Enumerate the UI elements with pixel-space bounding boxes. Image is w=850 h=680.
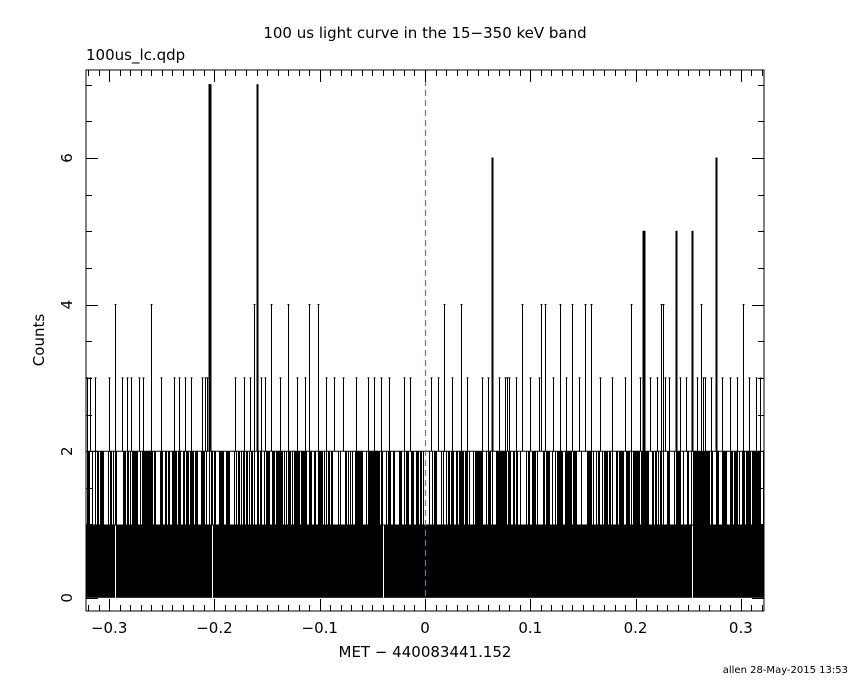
chart-title: 100 us light curve in the 15−350 keV ban… (263, 24, 586, 42)
y-tick-label-0: 0 (58, 593, 76, 603)
x-axis-label: MET − 440083441.152 (339, 643, 512, 661)
x-axis-ticks: −0.3 −0.2 −0.1 0 0.1 0.2 0.3 (88, 70, 763, 637)
footer-stamp: allen 28-May-2015 13:53 (723, 665, 848, 676)
x-tick-label-2: −0.1 (302, 619, 338, 637)
y-axis-label: Counts (30, 314, 48, 367)
y-tick-label-2: 4 (58, 300, 76, 310)
x-tick-label-5: 0.2 (624, 619, 648, 637)
x-tick-label-6: 0.3 (729, 619, 753, 637)
x-tick-label-4: 0.1 (518, 619, 542, 637)
x-tick-label-0: −0.3 (91, 619, 127, 637)
zero-count-gaps (115, 525, 693, 598)
file-label: 100us_lc.qdp (86, 46, 185, 65)
y-tick-label-1: 2 (58, 446, 76, 456)
y-axis-ticks: 0 2 4 6 (58, 85, 764, 603)
x-tick-label-3: 0 (420, 619, 430, 637)
y-tick-label-3: 6 (58, 153, 76, 163)
histogram-bars (86, 84, 764, 598)
x-tick-label-1: −0.2 (196, 619, 232, 637)
counts-band-level-2 (87, 451, 764, 525)
